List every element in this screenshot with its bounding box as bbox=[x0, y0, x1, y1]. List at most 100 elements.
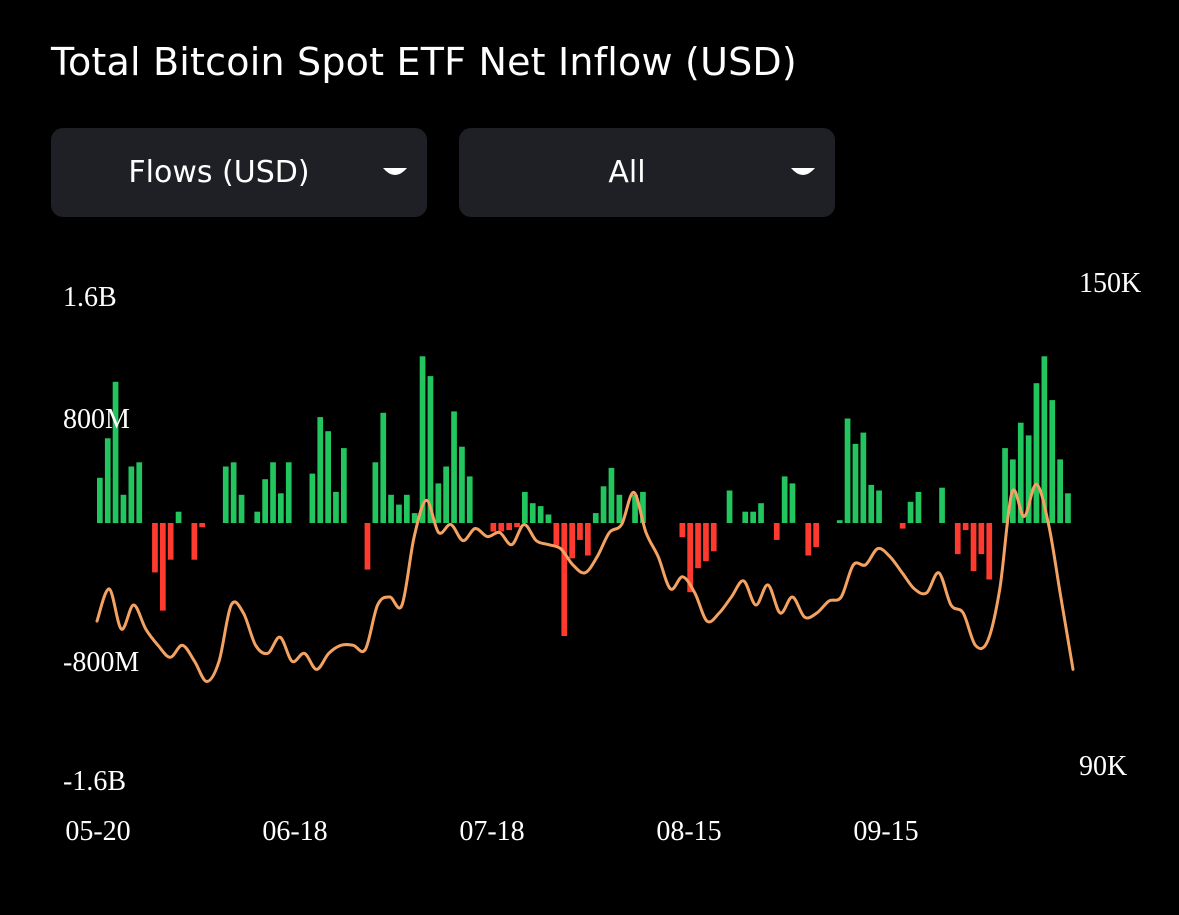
flow-bar bbox=[710, 523, 717, 552]
flow-bar bbox=[860, 432, 867, 523]
flow-bar bbox=[750, 511, 756, 523]
flow-bar bbox=[537, 506, 544, 523]
flow-bar bbox=[167, 523, 174, 560]
flow-bar bbox=[427, 376, 434, 523]
flow-bar bbox=[1057, 459, 1063, 523]
bar-series bbox=[97, 356, 1071, 636]
flow-bar bbox=[419, 356, 426, 523]
y-axis-right: 150K 90K bbox=[1079, 268, 1141, 782]
flow-bar bbox=[459, 446, 465, 523]
flow-bar bbox=[915, 491, 922, 523]
flow-bar bbox=[616, 494, 623, 523]
flow-bar bbox=[781, 476, 788, 523]
flow-bar bbox=[1049, 400, 1056, 523]
flow-bar bbox=[962, 523, 969, 531]
flow-bar bbox=[970, 523, 977, 571]
flow-bar bbox=[341, 448, 347, 523]
flow-bar bbox=[726, 490, 733, 523]
price-line bbox=[95, 482, 1075, 683]
flow-bar bbox=[695, 523, 701, 569]
flow-bar bbox=[939, 487, 945, 523]
flow-bar bbox=[1025, 435, 1032, 523]
range-select[interactable]: All bbox=[459, 128, 835, 217]
flow-bar bbox=[506, 523, 512, 531]
flow-bar bbox=[899, 523, 906, 529]
flow-bar bbox=[600, 486, 607, 523]
flow-bar bbox=[907, 501, 914, 523]
flow-bar bbox=[844, 418, 851, 523]
flow-bar bbox=[986, 523, 993, 580]
flow-bar bbox=[1017, 422, 1024, 523]
flow-bar bbox=[514, 523, 520, 528]
flow-bar bbox=[396, 504, 402, 523]
flow-bar bbox=[325, 431, 331, 523]
flow-bar bbox=[199, 523, 205, 528]
metric-select[interactable]: Flows (USD) bbox=[51, 128, 427, 217]
flow-bar bbox=[954, 523, 961, 555]
flow-bar bbox=[522, 491, 528, 523]
flow-bar bbox=[112, 381, 119, 524]
flow-bar bbox=[104, 438, 111, 523]
y-left-tick-label: 1.6B bbox=[63, 282, 117, 313]
flow-bar bbox=[577, 523, 583, 540]
flow-bar bbox=[529, 503, 536, 523]
flow-bar bbox=[278, 493, 284, 523]
flow-bar bbox=[773, 523, 780, 540]
flow-bar bbox=[561, 523, 568, 636]
caret-down-icon bbox=[791, 168, 815, 175]
flow-bar bbox=[703, 523, 709, 562]
flow-bar bbox=[640, 491, 646, 523]
flow-bar bbox=[451, 411, 457, 523]
flow-bar bbox=[380, 412, 387, 523]
y-left-tick-label: 800M bbox=[63, 404, 130, 435]
flow-bar bbox=[435, 483, 442, 523]
flow-bar bbox=[152, 523, 158, 573]
flow-bar bbox=[333, 491, 339, 523]
flow-bar bbox=[97, 477, 103, 523]
flow-bar bbox=[443, 466, 449, 523]
flow-bar bbox=[852, 443, 859, 523]
flow-bar bbox=[632, 494, 638, 523]
flow-bar bbox=[608, 467, 615, 523]
flow-bar bbox=[569, 523, 575, 559]
y-axis-left: 1.6B 800M -800M -1.6B bbox=[63, 282, 139, 797]
flow-bar bbox=[175, 511, 182, 523]
flow-bar bbox=[679, 523, 686, 538]
y-right-tick-label: 150K bbox=[1079, 268, 1141, 299]
flow-bar bbox=[836, 520, 843, 523]
flow-bar bbox=[1065, 493, 1071, 523]
flow-bar bbox=[254, 511, 261, 523]
flow-bar bbox=[742, 511, 749, 523]
flow-bar bbox=[687, 523, 693, 593]
flow-bar bbox=[128, 466, 135, 523]
flow-bar bbox=[876, 490, 882, 523]
flow-bar bbox=[466, 476, 473, 523]
flow-bar bbox=[230, 462, 237, 523]
flow-bar bbox=[120, 494, 127, 523]
flow-bar bbox=[868, 484, 875, 523]
x-tick-label: 07-18 bbox=[459, 816, 524, 847]
flow-bar bbox=[789, 483, 796, 523]
x-tick-label: 09-15 bbox=[853, 816, 918, 847]
flow-bar bbox=[136, 462, 143, 523]
flow-bar bbox=[545, 514, 552, 523]
y-left-tick-label: -1.6B bbox=[63, 766, 126, 797]
flow-bar bbox=[805, 523, 812, 556]
flow-bar bbox=[490, 523, 497, 532]
flow-bar bbox=[813, 523, 819, 547]
y-right-tick-label: 90K bbox=[1079, 751, 1127, 782]
x-tick-label: 08-15 bbox=[656, 816, 721, 847]
x-tick-label: 06-18 bbox=[262, 816, 327, 847]
flow-bar bbox=[592, 513, 599, 523]
y-left-tick-label: -800M bbox=[63, 647, 139, 678]
range-select-value: All bbox=[608, 155, 646, 190]
flow-bar bbox=[238, 494, 245, 523]
flow-bar bbox=[978, 523, 985, 555]
flow-bar bbox=[1041, 356, 1048, 523]
flow-bar bbox=[285, 462, 292, 523]
flow-bar bbox=[364, 523, 371, 570]
flow-bar bbox=[404, 494, 410, 523]
chart-title: Total Bitcoin Spot ETF Net Inflow (USD) bbox=[51, 40, 797, 84]
flow-bar bbox=[758, 503, 764, 523]
